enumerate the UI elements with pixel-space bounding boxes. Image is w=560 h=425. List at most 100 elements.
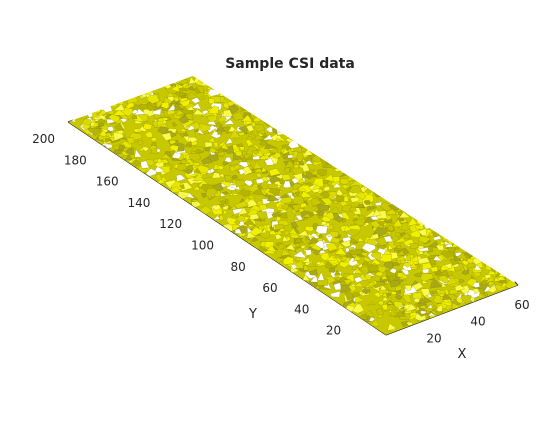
surface-facet [104, 129, 112, 134]
surface-facet [401, 294, 412, 303]
surface-facet [205, 188, 218, 197]
surface-facet [212, 169, 219, 174]
surface-facet [249, 184, 261, 191]
surface-facet [472, 282, 480, 288]
surface-facet [279, 137, 287, 143]
surface-facet [243, 105, 254, 111]
surface-facet [317, 152, 324, 158]
surface-facet [324, 255, 336, 261]
surface-facet [274, 223, 285, 230]
surface-facet [261, 133, 270, 137]
surface-facet [218, 203, 225, 209]
surface-facet [97, 135, 105, 141]
surface-facet [413, 272, 422, 277]
surface-facet [234, 95, 243, 102]
surface-facet [303, 265, 309, 271]
surface-facet [171, 152, 182, 159]
surface-facet [249, 226, 263, 237]
surface-facet [258, 154, 267, 160]
surface-facet [333, 269, 342, 276]
surface-facet [108, 114, 120, 123]
surface-facet [124, 154, 133, 161]
surface-facet [253, 124, 266, 133]
surface-facet [487, 268, 497, 275]
surface-facet [393, 301, 403, 309]
surface-facet [205, 76, 216, 83]
surface-facet [403, 285, 412, 291]
surface-facet [340, 284, 352, 294]
surface-facet [304, 226, 314, 232]
surface-facet [389, 279, 402, 288]
surface-facet [229, 93, 238, 100]
surface-facet [117, 153, 125, 158]
surface-facet [409, 262, 417, 268]
surface-facet [263, 117, 277, 127]
y-tick-label: 200 [32, 132, 55, 146]
surface-facet [348, 248, 363, 255]
y-tick-label: 140 [127, 196, 150, 210]
surface-facet [262, 134, 274, 141]
surface-facet [325, 156, 332, 162]
surface-facet [197, 95, 205, 101]
surface-facet [381, 275, 388, 280]
surface-facet [289, 186, 299, 194]
surface-facet [96, 118, 105, 125]
surface-facet [246, 237, 253, 244]
y-tick-label: 40 [294, 302, 309, 316]
y-tick [67, 119, 74, 123]
surface [68, 76, 518, 335]
surface-facet [91, 122, 100, 127]
surface-facet [237, 131, 245, 136]
surface-facet [312, 184, 322, 191]
surface-facet [290, 264, 298, 270]
surface-facet [221, 98, 230, 104]
surface-facet [285, 243, 296, 251]
surface-facet [153, 158, 159, 163]
surface-facet [252, 155, 261, 160]
surface-facet [342, 184, 350, 189]
surface-facet [165, 92, 175, 98]
surface-facet [225, 137, 233, 145]
surface-facet [166, 110, 176, 116]
y-tick-label: 120 [159, 217, 182, 231]
surface-facet [432, 295, 443, 304]
surface-facet [185, 140, 193, 147]
surface-facet [294, 256, 300, 261]
surface-facet [397, 232, 412, 240]
surface-facet [438, 303, 448, 310]
surface-facet [271, 211, 282, 218]
surface-facet [455, 252, 468, 261]
surface-facet [176, 163, 187, 172]
surface-facet [202, 89, 208, 94]
surface-facet [407, 315, 416, 321]
surface-facet [212, 172, 221, 179]
surface-facet [272, 152, 281, 159]
x-ticks: 20 40 60 [426, 281, 530, 345]
surface-facet [190, 145, 199, 153]
surface-facet [219, 88, 228, 95]
surface-facet [208, 147, 217, 153]
surface-facet [243, 217, 257, 226]
surface-facet [143, 123, 153, 130]
surface-facet [320, 252, 330, 261]
surface-facet [474, 264, 482, 271]
surface-facet [260, 228, 267, 234]
surface-facet [190, 96, 201, 104]
surface-facet [393, 237, 407, 243]
surface-facet [104, 132, 112, 137]
surface-facet [255, 178, 265, 184]
surface-facet [276, 229, 283, 235]
surface-facet [334, 247, 348, 256]
surface-facet [154, 160, 165, 168]
surface-facet [393, 248, 400, 252]
surface-facet [334, 216, 344, 223]
surface-facet [278, 227, 287, 233]
surface-facet [220, 181, 231, 188]
surface-facet [281, 249, 292, 256]
surface-facet [222, 161, 229, 166]
surface-facet [176, 109, 185, 116]
surface-facet [299, 190, 313, 199]
surface-facet [263, 193, 271, 198]
surface-facet [282, 148, 290, 155]
